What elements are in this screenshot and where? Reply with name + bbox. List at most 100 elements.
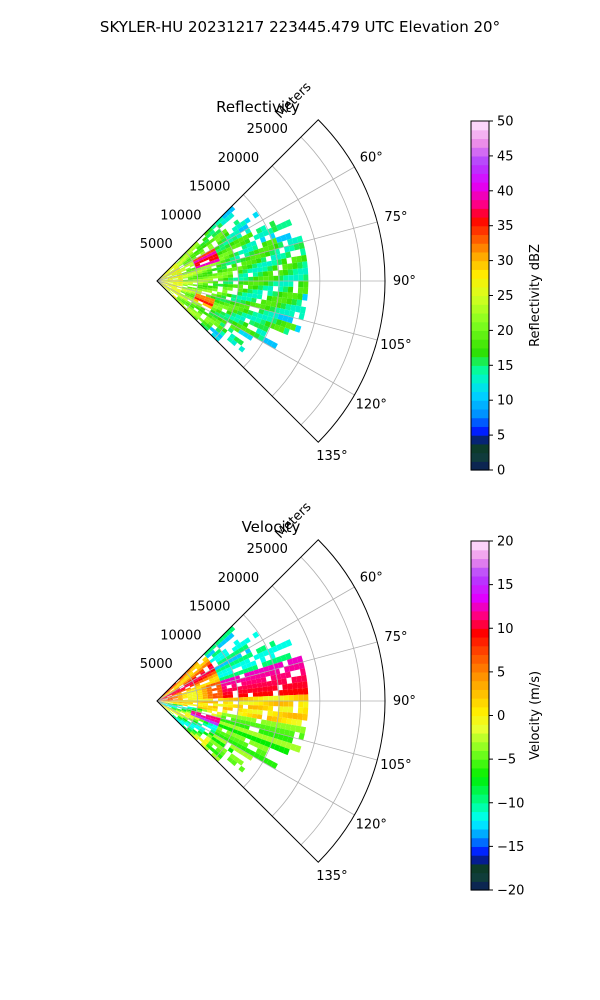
radar-cell [215,237,222,243]
colorbar-segment [471,828,489,839]
radar-cell [182,703,188,705]
radar-cell [269,652,276,660]
colorbar-segment [471,549,489,560]
radar-cell [180,677,186,683]
radar-cell [226,756,234,763]
radar-cell [249,301,256,308]
radar-cell [215,228,222,235]
radar-cell [182,274,188,277]
radar-cell [222,240,229,246]
radar-cell [167,278,173,280]
radar-cell [235,642,243,650]
radar-cell [194,243,200,249]
radar-cell [174,711,180,715]
radar-cell [229,744,236,750]
radar-cell [237,759,244,766]
radar-cell [202,320,208,326]
radar-cell [194,296,200,301]
radar-cell [200,714,206,719]
radar-cell [269,669,276,676]
radar-cell [227,727,234,733]
colorbar-segment [471,182,489,192]
radar-cell [167,698,173,700]
radar-cell [263,701,269,706]
radar-cell [200,661,206,667]
radar-cell [249,254,256,261]
radar-cell [237,704,244,709]
radar-cell [242,728,249,734]
radar-cell [233,326,241,333]
radar-cell [167,698,173,700]
radar-cell [212,695,218,699]
radar-cell [205,660,212,666]
radar-cell [184,684,190,688]
radar-cell [231,655,238,662]
radar-cell [167,695,173,698]
radar-cell [238,701,244,705]
radar-cell [177,703,183,706]
radar-cell [267,685,273,692]
angular-grid-line [156,586,355,702]
radar-cell [202,731,209,736]
radar-cell [296,655,304,664]
radar-cell [272,685,278,691]
radar-cell [174,292,179,296]
radar-cell [170,269,175,273]
radar-cell [262,285,269,291]
radar-cell [179,293,185,297]
radar-cell [264,670,271,677]
radar-cell [201,673,207,678]
radar-cell [194,733,200,739]
radar-cell [162,699,168,701]
radar-cell [207,227,214,233]
radar-cell [258,667,265,674]
radar-cell [248,701,254,706]
radar-cell [197,702,203,705]
radar-cell [227,691,233,695]
radar-cell [213,301,220,307]
radar-cell [191,256,197,261]
radar-cell [250,735,257,742]
radar-cell [193,279,198,281]
radar-cell [187,249,193,255]
radar-cell [207,741,214,747]
radar-cell [192,272,198,275]
radar-cell [187,706,193,709]
radial-tick-label: 5000 [140,237,173,252]
colorbar-segment [471,610,489,621]
radar-cell [217,703,224,707]
radar-cell [174,291,180,295]
radar-cell [263,276,269,281]
radar-cell [221,657,228,663]
radar-cell [266,260,273,267]
radar-cell [230,339,238,347]
radar-cell [263,281,269,286]
radar-cell [233,756,240,763]
colorbar-segment [471,243,489,253]
radar-cell [178,301,184,307]
colorbar-segment [471,208,489,218]
radar-cell [291,718,298,726]
radar-cell [200,685,207,690]
radar-cell [186,688,192,692]
radar-cell [298,281,304,288]
radar-cell [226,246,232,252]
radar-cell [271,679,278,686]
radar-cell [283,665,291,673]
angular-grid-line [156,700,355,816]
radar-cell [167,702,173,704]
colorbar-segment [471,155,489,166]
radar-cell [285,723,292,731]
radar-cell [161,694,167,698]
radar-cell [161,274,166,278]
radar-cell [298,312,305,321]
radar-cell [202,289,208,293]
radar-cell [183,263,189,267]
colorbar-segment [471,435,489,445]
radar-cell [203,658,210,664]
colorbar-segment [471,715,489,725]
radar-cell [194,261,200,266]
radar-cell [232,686,238,692]
radar-cell [162,702,168,704]
radar-cell [222,709,228,714]
